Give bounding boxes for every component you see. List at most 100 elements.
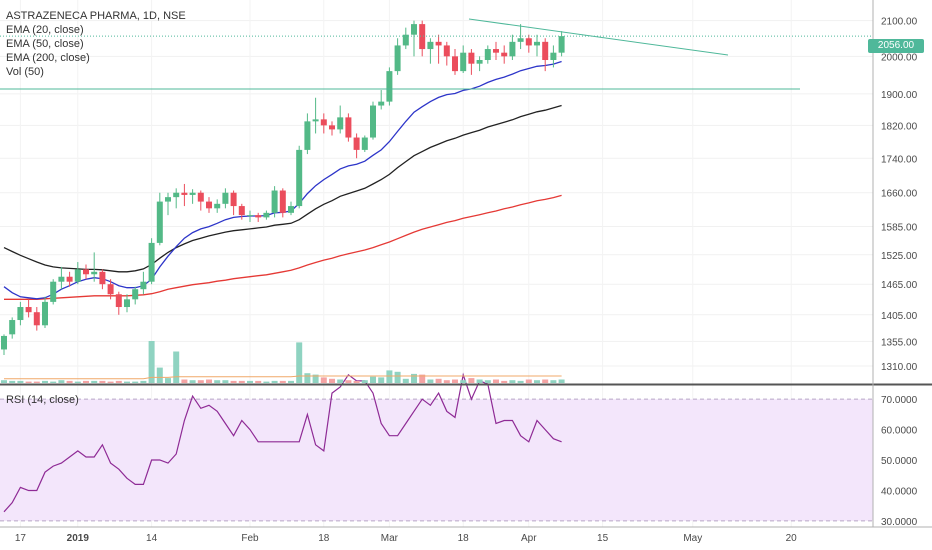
- candle: [509, 34, 516, 61]
- volume-bar: [460, 380, 467, 383]
- volume-bar: [320, 377, 327, 383]
- candle: [230, 190, 237, 216]
- volume-bar: [419, 374, 426, 383]
- volume-bar: [263, 381, 270, 383]
- volume-bar: [50, 381, 57, 383]
- volume-bar: [452, 379, 458, 383]
- volume-bar: [148, 341, 155, 383]
- candle: [452, 49, 458, 75]
- candle: [550, 45, 557, 68]
- volume-bar: [124, 381, 130, 383]
- candle: [370, 101, 376, 140]
- volume-bar: [271, 380, 278, 383]
- candle: [501, 45, 508, 64]
- volume-bar: [255, 380, 262, 383]
- time-tick-label: May: [683, 533, 702, 544]
- volume-bar: [517, 380, 524, 383]
- time-tick-label: 18: [458, 533, 470, 544]
- volume-bar: [296, 342, 303, 383]
- volume-bar: [9, 380, 16, 383]
- candle: [271, 186, 278, 218]
- volume-bar: [550, 380, 557, 383]
- volume-bar: [173, 351, 180, 383]
- candle: [42, 296, 48, 328]
- ema200-line: [4, 194, 562, 300]
- volume-bar: [107, 381, 114, 383]
- candle: [493, 41, 499, 61]
- volume-bar: [181, 379, 188, 383]
- volume-bar: [329, 378, 335, 383]
- volume-bar: [83, 380, 89, 383]
- volume-bar: [370, 376, 376, 383]
- price-tick-label: 1525.00: [881, 251, 918, 262]
- candle: [542, 38, 549, 72]
- volume-bar: [238, 380, 245, 383]
- volume-bar: [74, 381, 81, 383]
- volume-bar: [230, 380, 237, 383]
- price-tick-label: 1585.00: [881, 223, 918, 234]
- candle: [476, 56, 483, 72]
- volume-bar: [386, 370, 393, 383]
- volume-bar: [501, 380, 508, 383]
- candle: [197, 190, 204, 211]
- volume-bar: [206, 379, 212, 383]
- volume-bar: [222, 380, 229, 383]
- volume-bar: [411, 373, 417, 383]
- volume-bar: [58, 380, 65, 383]
- time-tick-label: Apr: [521, 533, 537, 544]
- ema50-line: [3, 104, 562, 273]
- candle: [468, 49, 475, 75]
- rsi-tick-label: 40.0000: [881, 486, 918, 497]
- resistance-trendline: [468, 18, 729, 56]
- candle: [353, 133, 360, 159]
- rsi-tick-label: 50.0000: [881, 456, 918, 467]
- candle: [74, 262, 81, 285]
- candle: [83, 264, 89, 280]
- volume-bar: [42, 380, 48, 383]
- volume-bar: [378, 377, 385, 383]
- trend-drawings: [0, 18, 873, 90]
- candle: [484, 45, 491, 64]
- candle: [255, 212, 262, 222]
- candle: [181, 183, 188, 207]
- price-tick-label: 1820.00: [881, 121, 918, 132]
- candle: [361, 135, 368, 152]
- rsi-tick-label: 60.0000: [881, 426, 918, 437]
- volume-bar: [1, 380, 7, 383]
- candle: [304, 113, 311, 155]
- candle: [1, 334, 7, 355]
- last-price-badge: 2056.00: [868, 39, 924, 53]
- volume-bar: [534, 380, 540, 383]
- volume-bar: [468, 378, 475, 383]
- time-tick-label: Mar: [381, 533, 399, 544]
- candle: [140, 271, 147, 295]
- candle: [296, 145, 303, 209]
- candle: [460, 45, 467, 73]
- volume-bar: [25, 381, 32, 383]
- rsi-band: [0, 399, 873, 521]
- volume-bar: [189, 380, 196, 383]
- candle: [378, 90, 385, 110]
- price-tick-label: 1405.00: [881, 311, 918, 322]
- indicator-legend: ASTRAZENECA PHARMA, 1D, NSE EMA (20, clo…: [6, 9, 186, 79]
- time-tick-label: 14: [146, 533, 158, 544]
- candle: [419, 20, 426, 57]
- time-tick-label: Feb: [241, 533, 259, 544]
- price-tick-label: 1355.00: [881, 337, 918, 348]
- ema20-line: [3, 60, 562, 300]
- ema50-legend: EMA (50, close): [6, 38, 84, 50]
- candle: [558, 31, 565, 57]
- volume-bar: [493, 379, 499, 383]
- chart-title: ASTRAZENECA PHARMA, 1D, NSE: [6, 10, 186, 22]
- price-tick-label: 1660.00: [881, 189, 918, 200]
- volume-bar: [402, 378, 409, 383]
- volume-bar: [17, 380, 24, 383]
- candle: [386, 67, 393, 106]
- ema-lines: [3, 60, 562, 300]
- volume-bar: [542, 379, 549, 383]
- candle: [99, 269, 106, 290]
- candle: [247, 210, 253, 222]
- candle: [25, 299, 32, 318]
- volume-bar: [66, 380, 73, 383]
